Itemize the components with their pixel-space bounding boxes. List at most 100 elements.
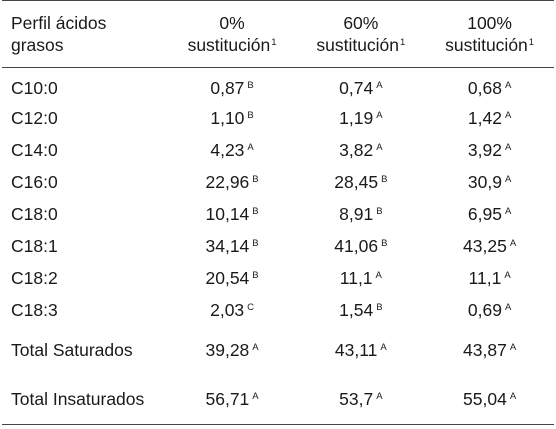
row-label: C10:0 xyxy=(11,77,58,98)
cell-0-percent: 39,28 A xyxy=(168,326,297,374)
table-body: C10:0 0,87 B 0,74 A 0,68 A C12:0 1,10 B 1,19… xyxy=(2,68,554,425)
table-row-total-saturated: Total Saturados 39,28 A 43,11 A 43,87 A xyxy=(2,326,554,374)
significance-letter: A xyxy=(509,237,517,249)
cell-value: 3,92 xyxy=(467,139,502,160)
cell-60-percent: 8,91 B xyxy=(296,198,425,230)
header-line-2: grasos xyxy=(11,35,64,55)
significance-letter: A xyxy=(375,269,382,281)
row-label: C18:2 xyxy=(11,267,58,288)
cell-60-percent: 11,1 A xyxy=(296,262,425,294)
significance-letter: A xyxy=(252,390,259,402)
cell-60-percent: 28,45 B xyxy=(296,166,425,198)
cell-value: 0,68 xyxy=(467,77,502,98)
cell-100-percent: 3,92 A xyxy=(425,134,554,166)
cell-value: 41,06 xyxy=(334,235,379,256)
cell-value: 1,19 xyxy=(339,107,374,128)
row-label: C16:0 xyxy=(11,171,58,192)
cell-value: 28,45 xyxy=(334,171,379,192)
row-label: C18:0 xyxy=(11,203,58,224)
cell-value: 55,04 xyxy=(463,388,507,409)
footnote-ref: 1 xyxy=(271,37,277,48)
significance-letter: A xyxy=(504,205,512,217)
header-line-2: sustitución xyxy=(187,35,271,55)
significance-letter: A xyxy=(509,341,517,353)
cell-value: 53,7 xyxy=(339,388,374,409)
cell-value: 4,23 xyxy=(210,139,245,160)
significance-letter: B xyxy=(247,79,254,91)
cell-0-percent: 10,14 B xyxy=(168,198,297,230)
table-row: C14:0 4,23 A 3,82 A 3,92 A xyxy=(2,134,554,166)
significance-letter: A xyxy=(504,141,512,153)
cell-value: 20,54 xyxy=(205,267,250,288)
cell-60-percent: 1,19 A xyxy=(296,102,425,134)
header-100-percent: 100% sustitución1 xyxy=(425,0,554,68)
significance-letter: A xyxy=(380,341,387,353)
cell-value: 11,1 xyxy=(468,267,502,288)
significance-letter: A xyxy=(376,390,383,402)
significance-letter: A xyxy=(504,79,512,91)
header-line-1: Perfil ácidos xyxy=(11,13,107,33)
header-fatty-acid-profile: Perfil ácidos grasos xyxy=(2,0,168,68)
cell-100-percent: 55,04 A xyxy=(425,374,554,425)
cell-value: 43,11 xyxy=(334,339,378,360)
significance-letter: B xyxy=(376,205,383,217)
cell-value: 22,96 xyxy=(205,171,250,192)
cell-value: 1,42 xyxy=(467,107,502,128)
table-row: C16:0 22,96 B 28,45 B 30,9 A xyxy=(2,166,554,198)
significance-letter: B xyxy=(376,301,383,313)
cell-0-percent: 22,96 B xyxy=(168,166,297,198)
cell-60-percent: 41,06 B xyxy=(296,230,425,262)
row-label: C18:3 xyxy=(11,299,58,320)
cell-value: 30,9 xyxy=(467,171,502,192)
cell-100-percent: 43,25 A xyxy=(425,230,554,262)
significance-letter: A xyxy=(376,79,383,91)
significance-letter: A xyxy=(247,141,254,153)
significance-letter: B xyxy=(252,237,259,249)
significance-letter: B xyxy=(252,205,259,217)
cell-value: 39,28 xyxy=(205,339,250,360)
cell-60-percent: 53,7 A xyxy=(296,374,426,425)
header-line-1: 60% xyxy=(343,13,379,33)
significance-letter: A xyxy=(504,269,511,281)
significance-letter: B xyxy=(381,237,388,249)
cell-value: 0,87 xyxy=(210,77,245,98)
significance-letter: B xyxy=(381,173,388,185)
cell-value: 6,95 xyxy=(467,203,502,224)
cell-60-percent: 1,54 B xyxy=(296,294,425,326)
table-row-total-unsaturated: Total Insaturados 56,71 A 53,7 A 55,04 A xyxy=(2,374,554,425)
table-row: C18:0 10,14 B 8,91 B 6,95 A xyxy=(2,198,554,230)
cell-0-percent: 56,71 A xyxy=(167,374,297,425)
cell-100-percent: 30,9 A xyxy=(425,166,554,198)
significance-letter: A xyxy=(252,341,259,353)
cell-value: 11,1 xyxy=(339,267,373,288)
row-label: C18:1 xyxy=(11,235,58,256)
significance-letter: A xyxy=(504,301,512,313)
footnote-ref: 1 xyxy=(400,37,406,48)
cell-60-percent: 43,11 A xyxy=(296,326,425,374)
header-line-1: 100% xyxy=(467,13,512,33)
cell-0-percent: 4,23 A xyxy=(168,134,297,166)
table-row: C18:1 34,14 B 41,06 B 43,25 A xyxy=(2,230,554,262)
cell-value: 56,71 xyxy=(205,388,250,409)
cell-0-percent: 34,14 B xyxy=(168,230,297,262)
table-row: C10:0 0,87 B 0,74 A 0,68 A xyxy=(2,68,554,103)
cell-0-percent: 0,87 B xyxy=(168,68,297,103)
significance-letter: A xyxy=(509,390,517,402)
cell-0-percent: 2,03 C xyxy=(168,294,297,326)
cell-value: 3,82 xyxy=(339,139,374,160)
header-line-1: 0% xyxy=(219,13,245,33)
significance-letter: C xyxy=(247,301,255,313)
cell-100-percent: 11,1 A xyxy=(425,262,554,294)
cell-value: 10,14 xyxy=(205,203,250,224)
cell-0-percent: 1,10 B xyxy=(168,102,297,134)
header-0-percent: 0% sustitución1 xyxy=(167,0,297,68)
cell-100-percent: 43,87 A xyxy=(425,326,554,374)
row-label: C12:0 xyxy=(11,107,58,128)
cell-value: 43,87 xyxy=(463,339,507,360)
table-row: C18:2 20,54 B 11,1 A 11,1 A xyxy=(2,262,554,294)
cell-60-percent: 0,74 A xyxy=(296,68,425,103)
significance-letter: B xyxy=(252,269,259,281)
cell-100-percent: 1,42 A xyxy=(425,102,554,134)
